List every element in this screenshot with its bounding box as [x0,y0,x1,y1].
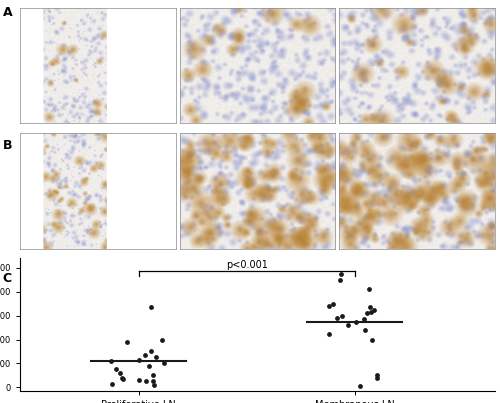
Point [108,380,116,387]
Point [112,366,120,373]
Point [123,339,131,345]
Point [329,300,337,307]
Point [336,276,344,283]
Point [365,286,373,293]
Point [368,336,376,343]
Text: C: C [2,272,12,285]
Text: A: A [2,6,12,19]
Point [372,372,380,378]
Point [352,318,360,325]
Point [362,327,370,333]
Point [145,363,153,369]
Point [152,354,160,361]
Point [120,376,128,382]
Point [134,377,142,383]
Point [344,322,352,328]
Point [147,348,155,355]
Text: B: B [2,139,12,152]
Point [366,304,374,310]
Point [366,309,374,315]
Point [363,310,371,316]
Point [373,374,381,381]
Point [324,330,332,337]
Point [337,270,345,277]
Point [356,383,364,389]
Point [338,312,346,319]
Point [116,370,124,376]
Point [148,378,156,384]
Point [107,358,115,364]
Point [370,306,378,313]
Point [141,352,149,358]
Point [334,315,342,321]
Point [118,374,126,381]
Point [360,316,368,322]
Point [150,382,158,388]
Point [324,303,332,309]
Point [147,304,155,310]
Point [160,360,168,367]
Text: p<0.001: p<0.001 [226,260,268,270]
Point [158,336,166,343]
Point [136,357,143,363]
Point [150,372,158,378]
Point [142,378,150,384]
